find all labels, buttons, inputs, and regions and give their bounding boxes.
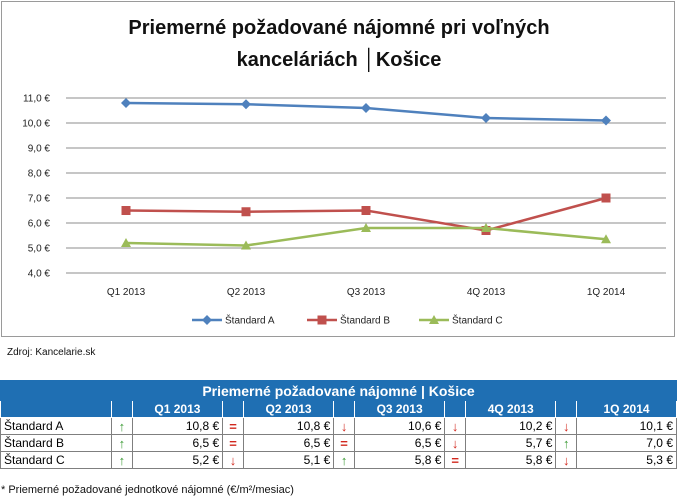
rent-value: 7,0 € xyxy=(576,434,677,452)
rent-value: 10,1 € xyxy=(576,417,677,435)
trend-down-icon: ↓ xyxy=(555,451,578,469)
legend-label: Štandard B xyxy=(340,314,390,327)
data-point xyxy=(121,238,131,247)
data-point xyxy=(241,207,251,217)
chart-title-line-2: kanceláriách │Košice xyxy=(237,47,442,73)
rent-value: 6,5 € xyxy=(242,434,335,452)
trend-down-icon: ↓ xyxy=(444,417,466,435)
table-row: Štandard C ↑ 5,2 € ↓ 5,1 € ↑ 5,8 € = 5,8 € ↓ 5,3 € xyxy=(0,451,677,469)
header-spacer xyxy=(333,400,355,418)
rent-value: 10,6 € xyxy=(353,417,446,435)
header-1q-2014: 1Q 2014 xyxy=(576,400,677,418)
rent-value: 5,7 € xyxy=(464,434,557,452)
source-note: Zdroj: Kancelarie.sk xyxy=(7,347,96,358)
rent-value: 5,8 € xyxy=(353,451,446,469)
legend: Štandard A Štandard B Štandard C xyxy=(192,314,503,327)
y-tick-label: 7,0 € xyxy=(28,194,51,205)
trend-eq-icon: = xyxy=(444,451,466,469)
trend-eq-icon: = xyxy=(333,434,355,452)
header-spacer xyxy=(555,400,578,418)
data-point xyxy=(601,115,611,126)
data-point xyxy=(317,315,327,325)
rent-value: 10,8 € xyxy=(242,417,335,435)
header-spacer xyxy=(222,400,244,418)
data-point xyxy=(361,206,371,215)
chart-title-line-1: Priemerné požadované nájomné pri voľných xyxy=(128,17,549,39)
x-tick-label: 1Q 2014 xyxy=(587,287,626,298)
trend-up-icon: ↑ xyxy=(111,417,133,435)
trend-up-icon: ↑ xyxy=(111,451,133,469)
trend-up-icon: ↑ xyxy=(555,434,578,452)
table-row: Štandard A ↑ 10,8 € = 10,8 € ↓ 10,6 € ↓ 10,2 € ↓ 1… xyxy=(0,417,677,435)
rent-value: 6,5 € xyxy=(131,434,224,452)
gridlines xyxy=(66,97,666,274)
trend-down-icon: ↓ xyxy=(222,451,244,469)
data-point xyxy=(429,315,439,324)
trend-down-icon: ↓ xyxy=(333,417,355,435)
x-tick-label: Q2 2013 xyxy=(227,287,266,298)
series-lines xyxy=(121,98,611,250)
rent-value: 10,2 € xyxy=(464,417,557,435)
header-spacer xyxy=(111,400,133,418)
data-point xyxy=(241,99,251,110)
data-point xyxy=(601,234,611,244)
row-label: Štandard C xyxy=(0,451,113,469)
data-point xyxy=(202,315,212,325)
row-label: Štandard A xyxy=(0,417,113,435)
rent-value: 5,3 € xyxy=(576,451,677,469)
header-corner xyxy=(0,400,113,418)
rent-value: 10,8 € xyxy=(131,417,224,435)
data-point xyxy=(361,223,371,232)
x-tick-label: 4Q 2013 xyxy=(467,287,506,298)
rent-table: Priemerné požadované nájomné | Košice Q1… xyxy=(0,380,677,469)
table-title: Priemerné požadované nájomné | Košice xyxy=(0,380,677,401)
rent-value: 5,8 € xyxy=(464,451,557,469)
data-point xyxy=(481,223,491,232)
header-q3-2013: Q3 2013 xyxy=(353,400,446,418)
y-tick-label: 8,0 € xyxy=(28,169,51,180)
header-spacer xyxy=(444,400,466,418)
legend-label: Štandard A xyxy=(225,314,275,327)
y-tick-label: 11,0 € xyxy=(23,94,50,105)
data-point xyxy=(121,206,131,215)
y-tick-label: 5,0 € xyxy=(28,244,51,255)
trend-up-icon: ↑ xyxy=(111,434,133,452)
trend-eq-icon: = xyxy=(222,417,244,435)
table-header-row: Q1 2013 Q2 2013 Q3 2013 4Q 2013 1Q 2014 xyxy=(0,400,677,418)
table-body: Štandard A ↑ 10,8 € = 10,8 € ↓ 10,6 € ↓ 10,2 € ↓ 1… xyxy=(0,417,677,469)
y-tick-label: 6,0 € xyxy=(28,219,51,230)
table-row: Štandard B ↑ 6,5 € = 6,5 € = 6,5 € ↓ 5,7 € ↑ 7,0 € xyxy=(0,434,677,452)
x-axis-ticks: Q1 2013 Q2 2013 Q3 2013 4Q 2013 1Q 2014 xyxy=(107,287,626,298)
chart-frame: Priemerné požadované nájomné pri voľných… xyxy=(1,1,675,337)
data-point xyxy=(601,193,611,203)
header-q1-2013: Q1 2013 xyxy=(131,400,224,418)
trend-eq-icon: = xyxy=(222,434,244,452)
x-tick-label: Q1 2013 xyxy=(107,287,146,298)
y-axis-ticks: 4,0 € 5,0 € 6,0 € 7,0 € 8,0 € 9,0 € 10,0 € 11,0… xyxy=(22,94,50,280)
trend-down-icon: ↓ xyxy=(444,434,466,452)
table-footnote: * Priemerné požadované jednotkové nájomn… xyxy=(1,484,294,496)
data-point xyxy=(361,103,371,113)
y-tick-label: 9,0 € xyxy=(28,144,51,155)
x-tick-label: Q3 2013 xyxy=(347,287,386,298)
legend-label: Štandard C xyxy=(452,314,503,327)
row-label: Štandard B xyxy=(0,434,113,452)
line-chart: Priemerné požadované nájomné pri voľných… xyxy=(22,17,666,327)
y-tick-label: 4,0 € xyxy=(28,269,51,280)
rent-value: 5,2 € xyxy=(131,451,224,469)
rent-value: 5,1 € xyxy=(242,451,335,469)
rent-value: 6,5 € xyxy=(353,434,446,452)
data-point xyxy=(481,113,491,123)
header-q2-2013: Q2 2013 xyxy=(242,400,335,418)
trend-down-icon: ↓ xyxy=(555,417,578,435)
data-point xyxy=(241,240,251,250)
data-point xyxy=(121,98,131,108)
y-tick-label: 10,0 € xyxy=(22,119,50,130)
header-4q-2013: 4Q 2013 xyxy=(464,400,557,418)
trend-up-icon: ↑ xyxy=(333,451,355,469)
